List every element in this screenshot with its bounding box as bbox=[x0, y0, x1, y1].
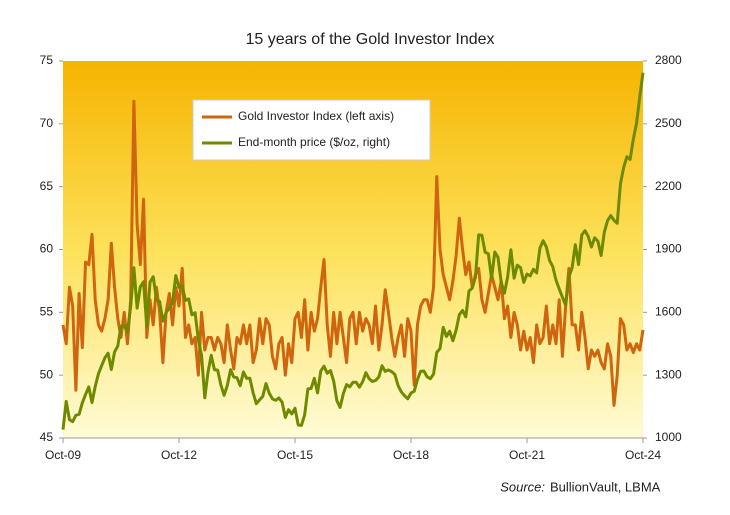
y2-tick-label: 1600 bbox=[655, 305, 682, 319]
x-tick-label: Oct-12 bbox=[161, 448, 197, 462]
y2-tick-label: 1300 bbox=[655, 367, 682, 381]
y2-tick-label: 1900 bbox=[655, 242, 682, 256]
y2-tick-label: 2800 bbox=[655, 53, 682, 67]
y-tick-label: 50 bbox=[40, 367, 54, 381]
y-tick-label: 75 bbox=[40, 53, 54, 67]
x-tick-label: Oct-15 bbox=[277, 448, 313, 462]
legend-label: End-month price ($/oz, right) bbox=[238, 135, 390, 149]
series-line bbox=[61, 99, 645, 407]
x-tick-label: Oct-24 bbox=[625, 448, 661, 462]
y2-tick-label: 2500 bbox=[655, 116, 682, 130]
chart-title: 15 years of the Gold Investor Index bbox=[245, 31, 494, 48]
y-tick-label: 70 bbox=[40, 116, 54, 130]
y2-tick-label: 2200 bbox=[655, 179, 682, 193]
series-line bbox=[61, 72, 645, 430]
y-tick-label: 60 bbox=[40, 242, 54, 256]
y2-tick-label: 1000 bbox=[655, 430, 682, 444]
legend-label: Gold Investor Index (left axis) bbox=[238, 109, 394, 123]
source-label: Source: bbox=[500, 479, 545, 494]
x-tick-label: Oct-21 bbox=[509, 448, 545, 462]
y-tick-label: 65 bbox=[40, 179, 54, 193]
x-tick-label: Oct-09 bbox=[45, 448, 81, 462]
x-tick-label: Oct-18 bbox=[393, 448, 429, 462]
y-tick-label: 55 bbox=[40, 305, 54, 319]
legend bbox=[192, 99, 431, 161]
y-tick-label: 45 bbox=[40, 430, 54, 444]
source: BullionVault, LBMA bbox=[550, 479, 661, 494]
